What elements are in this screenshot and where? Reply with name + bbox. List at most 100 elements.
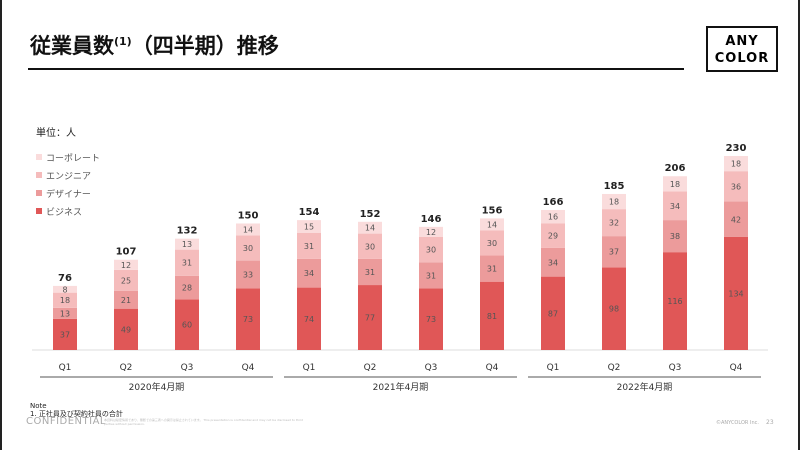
segment-label: 37: [609, 248, 619, 257]
segment-label: 74: [304, 315, 314, 324]
total-label: 107: [116, 247, 137, 258]
total-label: 152: [360, 209, 381, 220]
bar-segment: [663, 176, 687, 192]
bar-segment: [175, 238, 199, 250]
segment-label: 34: [670, 202, 680, 211]
bar-segment: [53, 307, 77, 319]
segment-label: 8: [62, 285, 67, 294]
segment-label: 73: [243, 315, 253, 324]
legend-label: エンジニア: [46, 171, 92, 182]
segment-label: 18: [609, 198, 619, 207]
x-tick-label: Q2: [364, 363, 377, 373]
bar-segment: [114, 269, 138, 291]
bar-segment: [419, 288, 443, 350]
anycolor-logo: ANY COLOR: [706, 26, 778, 72]
bar-segment: [236, 223, 260, 236]
legend-item: コーポレート: [36, 148, 100, 166]
segment-label: 77: [365, 314, 375, 323]
note-heading: Note: [30, 402, 47, 410]
x-tick-label: Q3: [181, 363, 194, 373]
segment-label: 31: [365, 268, 375, 277]
bar-segment: [114, 259, 138, 270]
total-label: 146: [421, 214, 442, 225]
segment-label: 15: [304, 222, 314, 231]
title-footnote-marker: (1): [114, 35, 132, 48]
segment-label: 31: [304, 242, 314, 251]
bar-segment: [602, 193, 626, 210]
total-label: 156: [482, 205, 503, 216]
bar-segment: [541, 209, 565, 224]
segment-label: 12: [426, 228, 436, 237]
total-label: 185: [604, 181, 625, 192]
bar-segment: [358, 285, 382, 350]
segment-label: 28: [182, 284, 192, 293]
bar-segment: [297, 220, 321, 233]
bar-segment: [358, 233, 382, 259]
bar-segment: [541, 223, 565, 248]
segment-label: 38: [670, 232, 680, 241]
bar-segment: [114, 308, 138, 350]
segment-label: 37: [60, 330, 70, 339]
group-label: 2020年4月期: [129, 381, 185, 393]
total-label: 230: [726, 143, 747, 154]
segment-label: 25: [121, 276, 131, 285]
bar-segment: [419, 226, 443, 237]
bar-segment: [419, 262, 443, 289]
bar-segment: [358, 221, 382, 234]
x-tick-label: Q1: [59, 363, 72, 373]
x-tick-label: Q3: [669, 363, 682, 373]
segment-label: 134: [728, 289, 743, 298]
bar-segment: [541, 247, 565, 277]
legend-item: ビジネス: [36, 202, 100, 220]
bar-segment: [175, 249, 199, 276]
segment-label: 81: [487, 312, 497, 321]
total-label: 206: [665, 163, 686, 174]
bar-segment: [663, 252, 687, 350]
legend-label: デザイナー: [46, 189, 91, 200]
bar-segment: [724, 156, 748, 172]
segment-label: 49: [121, 325, 131, 334]
bar-segment: [419, 236, 443, 263]
legend-swatch: [36, 154, 42, 160]
segment-label: 14: [243, 225, 253, 234]
bar-segment: [724, 171, 748, 202]
bar-segment: [358, 258, 382, 286]
bar-segment: [236, 235, 260, 261]
logo-line1: ANY: [725, 34, 759, 49]
segment-label: 18: [60, 296, 70, 305]
unit-label: 単位：人: [36, 128, 76, 139]
x-tick-label: Q4: [242, 363, 255, 373]
footnote: Note 1. 正社員及び契約社員の合計: [30, 402, 123, 418]
segment-label: 21: [121, 296, 131, 305]
bar-segment: [236, 288, 260, 350]
note-text: 1. 正社員及び契約社員の合計: [30, 410, 123, 418]
segment-label: 32: [609, 219, 619, 228]
bar-segment: [480, 281, 504, 350]
group-label: 2021年4月期: [373, 381, 429, 393]
bar-segment: [602, 236, 626, 268]
x-tick-label: Q4: [730, 363, 743, 373]
segment-label: 42: [731, 215, 741, 224]
legend-label: ビジネス: [46, 207, 83, 218]
bar-segment: [53, 285, 77, 293]
total-label: 166: [543, 197, 564, 208]
bar-segment: [297, 258, 321, 288]
group-label: 2022年4月期: [617, 381, 673, 393]
bar-segment: [175, 299, 199, 350]
bar-segment: [53, 318, 77, 350]
segment-label: 30: [426, 246, 436, 255]
x-tick-label: Q1: [547, 363, 560, 373]
logo-line2: COLOR: [714, 51, 770, 66]
segment-label: 13: [182, 240, 192, 249]
title-suffix: （四半期）推移: [131, 34, 279, 58]
total-label: 76: [58, 273, 72, 284]
segment-label: 18: [670, 180, 680, 189]
segment-label: 30: [365, 242, 375, 251]
page-title: 従業員数(1)（四半期）推移: [30, 30, 279, 60]
x-tick-label: Q2: [608, 363, 621, 373]
x-tick-label: Q4: [486, 363, 499, 373]
segment-label: 87: [548, 309, 558, 318]
x-tick-label: Q3: [425, 363, 438, 373]
